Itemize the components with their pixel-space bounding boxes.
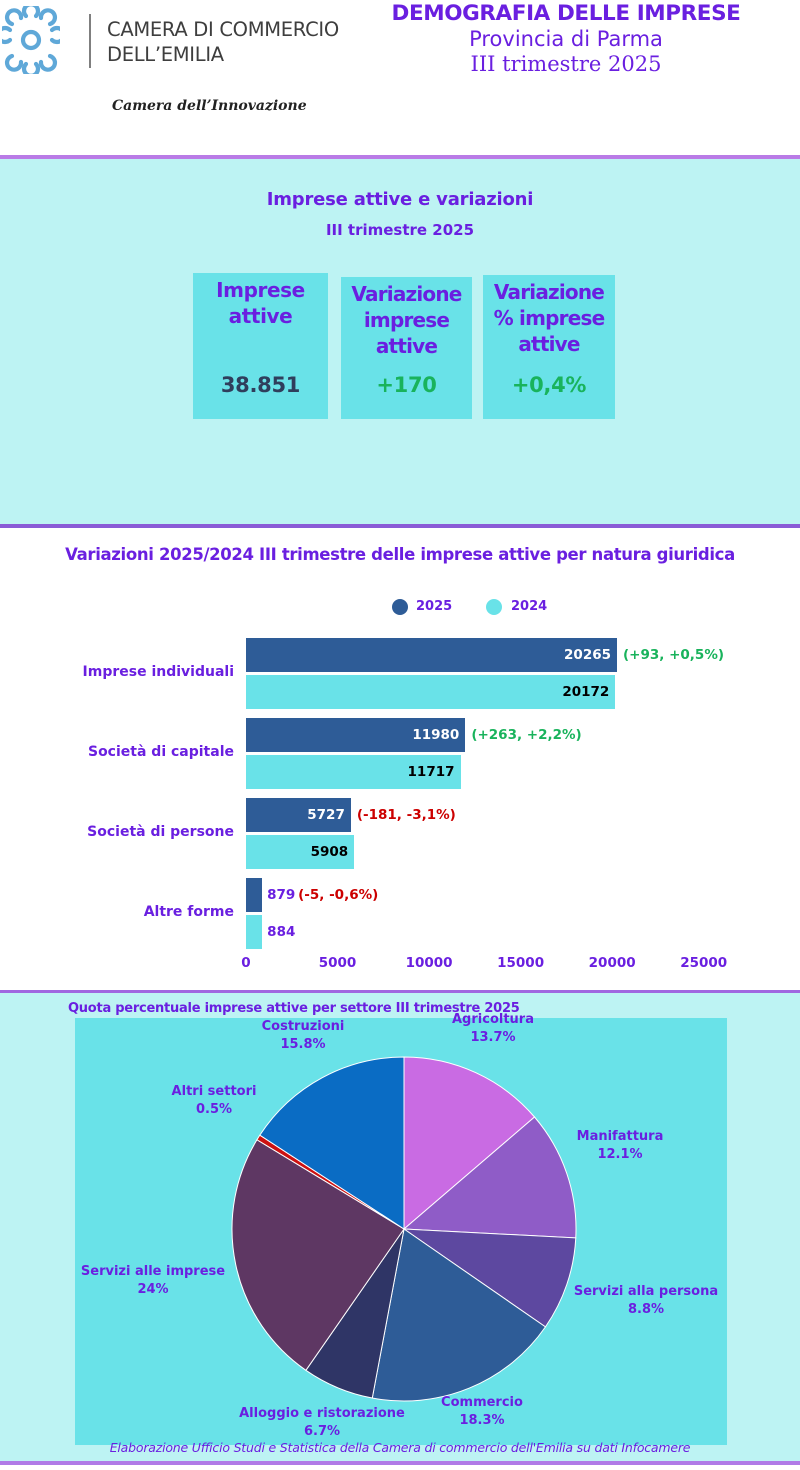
kpi-card-variazione-percentuale: Variazione % imprese attive +0,4% [483,275,615,419]
bar-annotation-altre-forme: (-5, -0,6%) [298,887,379,903]
pie-slice-manifattura [402,1116,577,1239]
x-tick-label-15000: 15000 [497,955,545,971]
bar-2024-imprese-individuali [246,675,616,709]
category-label-societa-di-persone: Società di persone [87,824,234,840]
pie-label-name: Altri settori [171,1084,257,1099]
category-label-societa-di-capitale: Società di capitale [87,744,234,760]
bar-value-2024-imprese-individuali: 20172 [562,684,610,700]
bar-value-2025-societa-di-persone: 5727 [307,807,345,823]
kpi-value: +170 [376,373,437,397]
pie-label-name: Commercio [441,1395,523,1410]
pie-label-servizi-alle-imprese: Servizi alle imprese 24% [53,1263,253,1299]
kpi-value: 38.851 [220,373,301,397]
pie-label-value: 12.1% [597,1147,643,1162]
legend-swatch-2025 [392,599,408,615]
x-tick-label-5000: 5000 [318,955,357,971]
bar-value-2024-societa-di-capitale: 11717 [407,764,455,780]
org-name-line2: DELL’EMILIA [107,43,224,66]
bar-2025-altre-forme [246,878,263,912]
kpi-section: Imprese attive e variazioni III trimestr… [0,155,800,528]
x-tick-label-25000: 25000 [680,955,728,971]
category-label-altre-forme: Altre forme [143,904,234,920]
pie-label-name: Agricoltura [452,1012,534,1027]
kpi-title: Imprese attive e variazioni [266,189,534,210]
pie-slice-servizi-alla-persona [402,1228,577,1328]
pie-label-value: 0.5% [195,1102,233,1117]
category-label-imprese-individuali: Imprese individuali [82,664,234,680]
pie-chart-title: Quota percentuale imprese attive per set… [68,1001,520,1016]
bar-chart-title: Variazioni 2025/2024 III trimestre delle… [65,545,735,564]
legend-swatch-2024 [486,599,502,615]
bar-value-2025-societa-di-capitale: 11980 [412,727,460,743]
bar-2024-altre-forme [246,915,263,949]
pie-slice-servizi-alle-imprese [231,1139,405,1371]
camera-logo-icon [2,6,60,74]
bar-2025-societa-di-persone [246,798,351,832]
org-name: CAMERA DI COMMERCIO DELL’EMILIA [107,17,339,67]
pie-section: Quota percentuale imprese attive per set… [0,990,800,1465]
report-period: III trimestre 2025 [470,52,662,76]
bar-value-2025-imprese-individuali: 20265 [564,647,611,663]
pie-label-alloggio-e-ristorazione: Alloggio e ristorazione 6.7% [222,1405,422,1441]
pie-label-commercio: Commercio 18.3% [382,1394,582,1430]
kpi-label: Variazione % imprese attive [493,280,606,356]
pie-label-value: 8.8% [627,1302,665,1317]
source-note: Elaborazione Ufficio Studi e Statistica … [109,1440,691,1455]
pie-chart [231,1056,577,1402]
pie-label-manifattura: Manifattura 12.1% [520,1128,720,1164]
report-province: Provincia di Parma [469,27,663,51]
kpi-label: Variazione imprese attive [351,282,462,358]
pie-label-name: Costruzioni [261,1019,345,1034]
legend-label-2024: 2024 [511,599,548,614]
bar-annotation-societa-di-capitale: (+263, +2,2%) [471,727,582,743]
bar-2025-imprese-individuali [246,638,617,672]
x-tick-label-20000: 20000 [588,955,636,971]
logo-divider [89,14,91,68]
pie-slice-costruzioni [259,1056,405,1230]
kpi-label: Imprese attive [216,278,305,328]
pie-label-value: 24% [137,1282,169,1297]
pie-label-name: Alloggio e ristorazione [239,1406,405,1421]
kpi-card-variazione: Variazione imprese attive +170 [341,277,472,419]
org-name-line1: CAMERA DI COMMERCIO [107,18,339,41]
pie-label-value: 13.7% [470,1030,516,1045]
bar-annotation-societa-di-persone: (-181, -3,1%) [356,807,456,823]
bar-2024-societa-di-capitale [246,755,461,789]
bar-value-2024-societa-di-persone: 5908 [310,844,349,860]
bar-2025-societa-di-capitale [246,718,466,752]
x-tick-label-10000: 10000 [405,955,453,971]
pie-label-value: 18.3% [459,1413,505,1428]
pie-slice-commercio [371,1228,547,1402]
bar-annotation-imprese-individuali: (+93, +0,5%) [623,647,725,663]
report-header: DEMOGRAFIA DELLE IMPRESE Provincia di Pa… [356,1,776,77]
pie-label-name: Servizi alle imprese [80,1264,226,1279]
pie-label-servizi-alla-persona: Servizi alla persona 8.8% [546,1283,746,1319]
pie-label-agricoltura: Agricoltura 13.7% [393,1011,593,1047]
report-title: DEMOGRAFIA DELLE IMPRESE [391,1,741,26]
kpi-value: +0,4% [511,373,587,397]
legend-label-2025: 2025 [416,599,453,614]
pie-label-altri-settori: Altri settori 0.5% [114,1083,314,1119]
pie-label-value: 15.8% [280,1037,326,1052]
pie-label-name: Manifattura [576,1129,664,1144]
kpi-card-imprese-attive: Imprese attive 38.851 [193,273,328,419]
pie-label-value: 6.7% [303,1424,341,1439]
pie-slice-agricoltura [403,1056,536,1231]
kpi-subtitle: III trimestre 2025 [325,221,475,239]
tagline: Camera dell’Innovazione [112,98,307,114]
pie-label-name: Servizi alla persona [573,1284,719,1299]
pie-label-costruzioni: Costruzioni 15.8% [203,1018,403,1054]
x-tick-label-0: 0 [241,955,251,971]
bar-value-2024-altre-forme: 884 [267,924,296,940]
bar-value-2025-altre-forme: 879 [267,887,296,903]
bar-2024-societa-di-persone [246,835,355,869]
